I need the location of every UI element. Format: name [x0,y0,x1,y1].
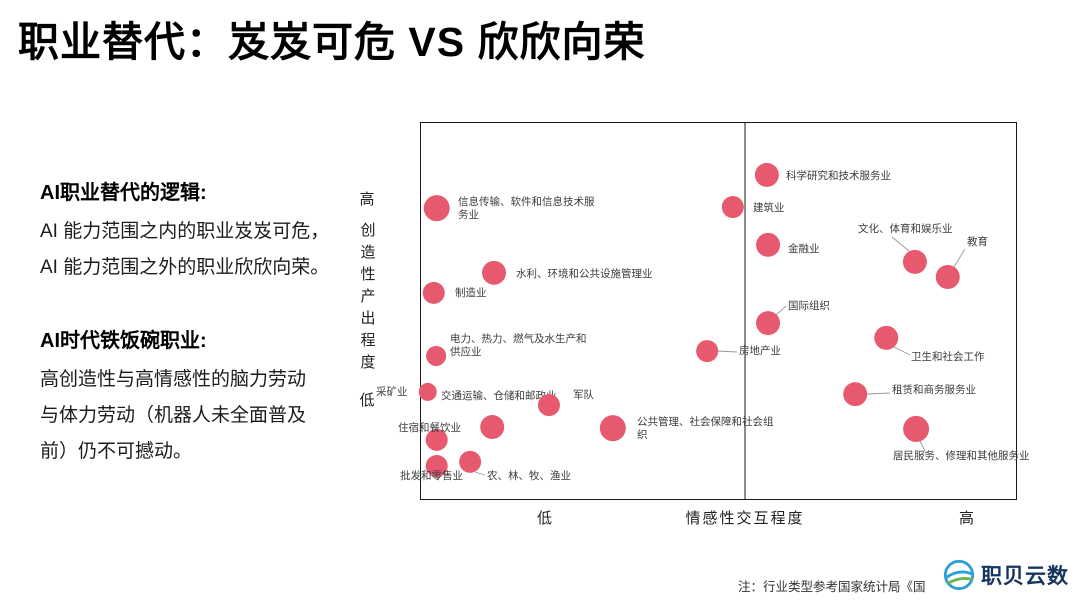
industry-label: 供应业 [450,345,482,358]
industry-label: 军队 [573,388,594,401]
iron-rice-bowl-line: 高创造性与高情感性的脑力劳动 [40,369,307,390]
industry-label: 公共管理、社会保障和社会组 [637,415,774,428]
logo: 职贝云数 [938,558,1069,592]
ai-replacement-logic-heading: AI职业替代的逻辑: [40,182,207,204]
industry-dot [537,394,560,417]
industry-dot [696,340,719,363]
industry-dot [459,450,482,473]
industry-dot [426,345,447,366]
label-leader-line [893,346,911,356]
industry-label: 农、林、牧、渔业 [487,469,571,482]
industry-label: 水利、环境和公共设施管理业 [516,267,653,280]
label-leader-line [474,471,486,476]
industry-label: 文化、体育和娱乐业 [858,222,953,235]
y-axis-title: 创造性产出程度 [358,222,376,376]
industry-dot [754,162,779,187]
ai-replacement-logic-line: AI 能力范围之内的职业岌岌可危， [40,221,330,242]
industry-dot [721,196,744,219]
industry-dot [935,264,960,289]
industry-label: 住宿和餐饮业 [398,421,461,434]
label-leader-line [866,392,891,395]
industry-dot [902,249,927,274]
left-text-panel: AI职业替代的逻辑: AI 能力范围之内的职业岌岌可危， AI 能力范围之外的职… [40,176,400,477]
industry-dot [756,311,781,336]
footnote: 注：行业类型参考国家统计局《国 [738,580,926,594]
y-axis-low-label: 低 [359,392,375,409]
x-axis-low-label: 低 [537,510,553,527]
industry-dot [874,325,899,350]
industry-label: 租赁和商务服务业 [892,383,976,396]
industry-label: 信息传输、软件和信息技术服 [458,195,595,208]
label-leader-line [953,248,966,268]
industry-dot [422,281,445,304]
scatter-chart: 信息传输、软件和信息技术服 务业 科学研究和技术服务业建筑业文化、体育和娱乐业教育金… [376,122,1030,500]
industry-label: 卫生和社会工作 [911,350,985,363]
industry-dot [418,382,437,401]
industry-label: 金融业 [788,242,820,255]
industry-label: 采矿业 [376,385,408,398]
y-axis: 高 创造性产出程度 低 [356,188,378,410]
industry-dot [425,428,448,451]
logo-text: 职贝云数 [981,565,1069,588]
industry-label: 制造业 [455,286,487,299]
slide-title: 职业替代：岌岌可危 VS 欣欣向荣 [18,19,646,65]
industry-dot [425,454,448,477]
ai-replacement-logic-line: AI 能力范围之外的职业欣欣向荣。 [40,257,330,278]
label-leader-line [717,350,738,353]
iron-rice-bowl-line: 前）仍不可撼动。 [40,441,193,462]
industry-label: 务业 [458,208,479,221]
industry-label: 交通运输、仓储和邮政业 [441,389,557,402]
industry-dot [756,232,781,257]
x-axis-high-label: 高 [959,510,975,527]
industry-dot [599,415,626,442]
industry-label: 房地产业 [739,344,781,357]
iron-rice-bowl-heading: AI时代铁饭碗职业: [40,330,207,352]
x-axis: 低 情感性交互程度 高 [420,507,1017,527]
industry-label: 批发和零售业 [400,469,463,482]
industry-dot [843,382,868,407]
label-leader-line [775,305,787,316]
y-axis-high-label: 高 [359,191,375,208]
industry-dot [480,415,505,440]
industry-dot [482,260,507,285]
iron-rice-bowl-line: 与体力劳动（机器人未全面普及 [40,405,307,426]
industry-label: 科学研究和技术服务业 [786,169,891,182]
industry-label: 教育 [967,235,988,248]
logo-globe-icon [943,559,975,591]
industry-label: 建筑业 [753,201,785,214]
industry-label: 电力、热力、燃气及水生产和 [450,332,587,345]
industry-label: 居民服务、修理和其他服务业 [893,449,1030,462]
industry-label: 国际组织 [788,299,830,312]
industry-dot [903,415,930,442]
label-leader-line [919,440,927,454]
plot-border [420,122,1017,500]
industry-dot [423,195,450,222]
label-leader-line [891,236,910,252]
industry-label: 织 [637,429,648,441]
x-axis-title: 情感性交互程度 [685,510,805,527]
